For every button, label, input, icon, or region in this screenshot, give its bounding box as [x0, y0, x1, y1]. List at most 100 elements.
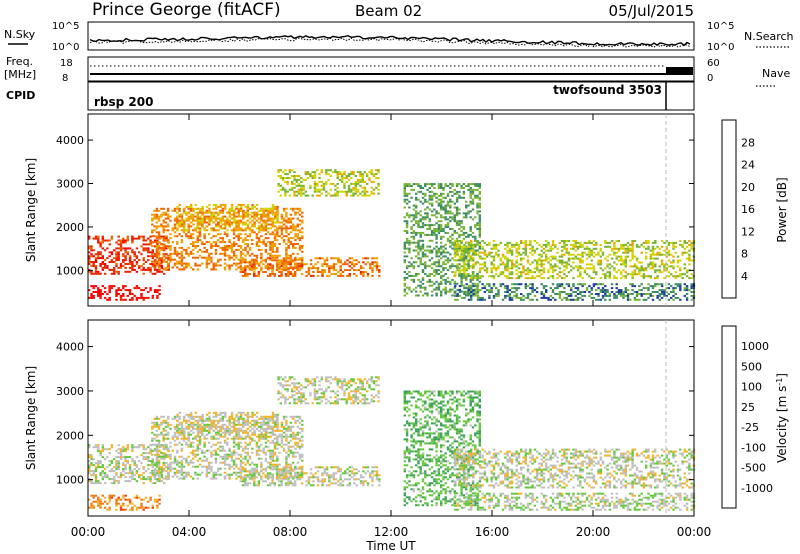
power-cell	[551, 271, 555, 274]
power-cell	[318, 173, 321, 176]
power-cell	[235, 227, 238, 230]
velocity-cell	[128, 476, 132, 479]
power-cell	[345, 192, 348, 195]
power-cell	[203, 215, 206, 218]
power-cell	[531, 247, 534, 250]
power-cell	[239, 254, 243, 257]
power-cell	[556, 293, 559, 295]
power-cell	[471, 278, 475, 281]
power-cell	[540, 249, 543, 252]
velocity-cell	[88, 472, 91, 475]
power-cell	[155, 215, 159, 218]
velocity-cell	[151, 427, 154, 430]
velocity-cell	[108, 452, 111, 455]
power-cell	[558, 271, 562, 274]
power-cell	[205, 241, 209, 244]
power-cell	[631, 253, 634, 256]
power-cell	[276, 235, 279, 238]
power-cell	[235, 219, 238, 222]
velocity-cell	[122, 448, 125, 451]
power-cell	[471, 198, 475, 201]
power-cell	[520, 257, 523, 260]
power-cell	[198, 264, 202, 267]
power-cell	[176, 211, 179, 214]
power-cell	[430, 194, 434, 197]
power-cell	[455, 190, 459, 193]
power-cell	[300, 186, 303, 189]
power-cell	[451, 218, 454, 221]
power-cell	[187, 246, 190, 249]
velocity-cell	[128, 456, 132, 459]
power-cell	[266, 263, 270, 266]
power-cell	[156, 268, 159, 271]
power-cell	[97, 255, 100, 258]
power-cell	[608, 294, 612, 297]
power-cell	[415, 210, 418, 213]
power-cell	[182, 248, 186, 251]
power-cell	[604, 240, 607, 242]
power-cell	[192, 268, 195, 271]
power-cell	[424, 224, 427, 227]
power-cell	[435, 237, 438, 240]
power-cell	[551, 267, 555, 270]
velocity-cell	[88, 498, 91, 501]
power-cell	[249, 229, 252, 232]
power-cell	[192, 245, 195, 247]
power-cell	[470, 240, 473, 242]
power-cell	[476, 210, 479, 213]
power-cell	[608, 275, 612, 278]
power-cell	[524, 251, 527, 254]
power-cell	[217, 223, 220, 226]
power-cell	[405, 183, 409, 186]
power-cell	[474, 216, 477, 219]
power-cell	[325, 180, 328, 183]
power-cell	[506, 241, 509, 244]
power-cell	[647, 247, 650, 250]
power-cell	[442, 288, 445, 291]
power-cell	[588, 275, 591, 278]
power-cell	[244, 229, 247, 232]
power-cell	[108, 268, 111, 271]
power-cell	[470, 241, 473, 244]
power-cell	[375, 257, 379, 260]
power-cell	[647, 296, 650, 299]
power-cell	[336, 190, 339, 193]
velocity-cell	[162, 421, 165, 424]
power-cell	[510, 291, 514, 293]
power-cell	[135, 255, 139, 258]
power-cell	[244, 213, 247, 216]
power-cell	[343, 182, 346, 185]
power-cell	[212, 262, 215, 265]
power-cell	[267, 219, 270, 222]
power-cell	[248, 267, 251, 270]
power-cell	[560, 259, 564, 262]
power-cell	[622, 291, 625, 293]
power-cell	[467, 273, 470, 275]
power-cell	[287, 274, 290, 277]
power-cell	[361, 180, 364, 183]
power-cell	[99, 243, 102, 246]
velocity-cell	[169, 467, 172, 470]
power-cell	[164, 266, 168, 269]
power-cell	[585, 273, 589, 276]
power-cell	[526, 259, 530, 262]
power-cell	[405, 214, 409, 217]
power-cell	[670, 296, 673, 299]
power-cell	[273, 259, 276, 262]
power-cell	[296, 217, 299, 220]
power-cell	[501, 253, 505, 256]
power-cell	[660, 289, 664, 292]
power-cell	[540, 263, 543, 266]
power-cell	[180, 252, 184, 255]
velocity-cell	[142, 466, 145, 469]
power-cell	[228, 211, 231, 214]
power-cell	[495, 243, 498, 246]
velocity-cell	[108, 494, 111, 497]
power-cell	[157, 233, 161, 236]
power-cell	[430, 263, 434, 266]
power-cell	[280, 260, 284, 263]
power-cell	[138, 296, 141, 299]
velocity-cell	[92, 504, 95, 507]
power-cell	[545, 259, 548, 262]
power-cell	[556, 247, 559, 250]
